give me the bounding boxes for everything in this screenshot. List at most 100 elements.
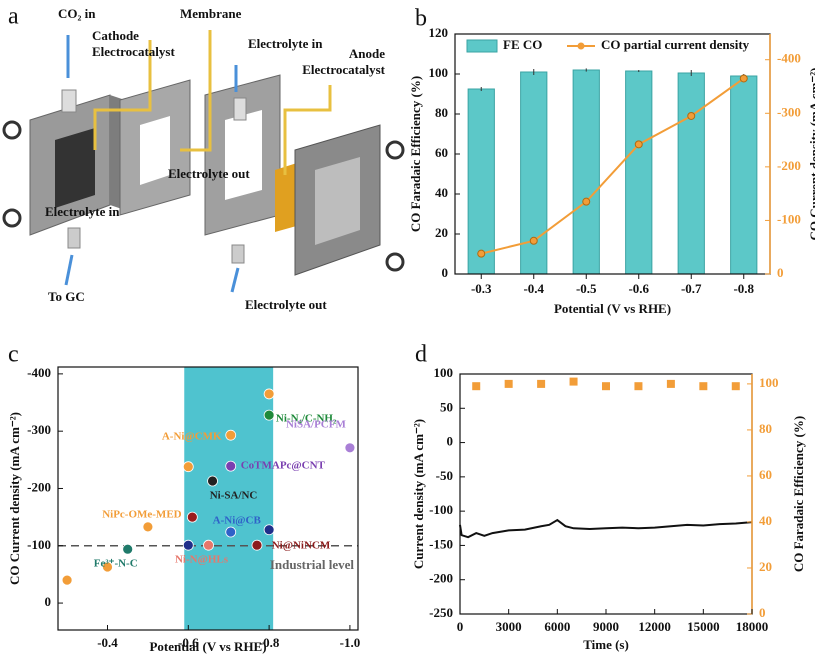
- tick-label: -300: [27, 422, 51, 437]
- axis-title: Current density (mA cm⁻²): [411, 419, 426, 569]
- point: [207, 475, 218, 487]
- line-marker: [582, 197, 591, 206]
- tick-label: -0.4: [97, 635, 118, 650]
- point: [61, 574, 73, 586]
- tick-label: 0: [457, 619, 464, 634]
- diagram-label: Membrane: [180, 6, 242, 21]
- reference-label: Industrial level: [270, 557, 355, 572]
- cell-drawing: [2, 30, 405, 293]
- x-tick-label: -0.7: [681, 281, 702, 296]
- bar: [467, 88, 495, 275]
- marker: [731, 382, 740, 391]
- tick-label: 60: [435, 145, 448, 160]
- point-label: Ni-SA/NC: [210, 490, 258, 502]
- axis-title: CO Current density (mA cm⁻²): [7, 412, 22, 585]
- point-label: Fe³⁺-N-C: [94, 558, 138, 570]
- diagram-label: Cathode Electrocatalyst: [92, 28, 175, 59]
- point: [225, 460, 237, 472]
- plot-frame: [459, 373, 753, 615]
- tick-label: -200: [27, 479, 51, 494]
- diagram-label: Electrolyte in: [45, 204, 120, 219]
- tick-label: 0: [442, 265, 449, 280]
- tick-label: 0: [777, 265, 784, 280]
- tick-label: 0: [45, 594, 52, 609]
- x-tick-label: -0.5: [576, 281, 597, 296]
- tick-label: 20: [435, 225, 448, 240]
- axis-title: CO Current density (mA cm⁻²): [807, 68, 815, 241]
- point-label: CoTMAPc@CNT: [241, 460, 326, 472]
- line-marker: [529, 236, 538, 245]
- bar: [572, 69, 600, 275]
- legend-label: CO partial current density: [601, 37, 750, 52]
- point-label: NiPc-OMe-MED: [102, 508, 181, 520]
- tick-label: -200: [777, 158, 801, 173]
- tick-label: -1.0: [340, 635, 361, 650]
- marker: [634, 382, 643, 391]
- point: [225, 526, 237, 538]
- point-label: A-Ni@CB: [213, 515, 262, 527]
- axis-title: CO Faradaic Efficiency (%): [791, 416, 806, 572]
- point: [263, 388, 275, 400]
- tick-label: 3000: [496, 619, 522, 634]
- tick-label: 0: [759, 605, 766, 620]
- bar: [730, 75, 758, 275]
- point: [203, 539, 214, 551]
- tick-label: 9000: [593, 619, 619, 634]
- tick-label: 80: [435, 105, 448, 120]
- tick-label: 40: [759, 513, 772, 528]
- point: [182, 461, 194, 473]
- marker: [537, 379, 546, 388]
- panel-label: d: [415, 342, 427, 368]
- line: [481, 77, 745, 255]
- tick-label: 0: [447, 434, 454, 449]
- tick-label: -100: [777, 211, 801, 226]
- plot-frame: [454, 33, 771, 275]
- marker: [569, 377, 578, 386]
- tick-label: 20: [759, 559, 772, 574]
- point-label: A-Ni@CMK: [162, 431, 222, 443]
- axis-title: CO Faradaic Efficiency (%): [408, 76, 423, 232]
- tick-label: -0.8: [259, 635, 280, 650]
- tick-label: -200: [429, 571, 453, 586]
- tick-label: -400: [27, 365, 51, 380]
- diagram-label: Anode Electrocatalyst: [302, 46, 385, 77]
- panel-label: c: [8, 342, 19, 368]
- legend-label: FE CO: [503, 37, 542, 52]
- diagram-label: CO₂ in: [58, 6, 96, 21]
- bar: [677, 72, 705, 275]
- tick-label: 100: [759, 375, 779, 390]
- marker: [699, 382, 708, 391]
- point: [142, 521, 154, 533]
- tick-label: 80: [759, 421, 772, 436]
- tick-label: 100: [434, 365, 454, 380]
- tick-label: 60: [759, 467, 772, 482]
- marker: [504, 379, 513, 388]
- diagram-label: Electrolyte out: [245, 297, 327, 312]
- axis-title: Time (s): [583, 637, 629, 652]
- line-marker: [634, 140, 643, 149]
- line-marker: [687, 111, 696, 120]
- point-label: Ni-N₄/C-NH₂: [276, 413, 337, 425]
- axis-title: Potential (V vs RHE): [554, 301, 671, 316]
- bar: [625, 70, 653, 275]
- tick-label: 120: [429, 25, 449, 40]
- x-tick-label: -0.8: [733, 281, 754, 296]
- point: [102, 561, 113, 573]
- point: [182, 539, 194, 551]
- tick-label: -300: [777, 104, 801, 119]
- point-label: NiSA/PCFM: [286, 418, 347, 430]
- point: [263, 409, 275, 421]
- tick-label: 50: [440, 399, 453, 414]
- point: [263, 524, 275, 536]
- tick-label: -100: [27, 537, 51, 552]
- marker: [602, 382, 610, 391]
- point: [186, 511, 198, 523]
- legend-swatch: [466, 39, 498, 53]
- bar: [520, 71, 548, 275]
- x-tick-label: -0.3: [471, 281, 492, 296]
- tick-label: 6000: [544, 619, 570, 634]
- tick-label: -0.6: [178, 635, 199, 650]
- point-label: Ni@NiNCM: [272, 540, 331, 552]
- tick-label: -100: [429, 502, 453, 517]
